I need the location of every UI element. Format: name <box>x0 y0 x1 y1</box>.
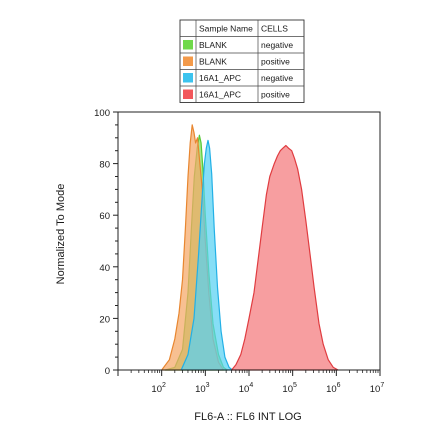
x-axis-title: FL6-A :: FL6 INT LOG <box>194 411 301 423</box>
y-tick-label: 80 <box>99 160 110 171</box>
y-tick-label: 60 <box>99 211 110 222</box>
legend: Sample Name CELLS BLANK negative BLANK positi… <box>179 19 305 103</box>
x-tick-label: 103 <box>195 382 210 395</box>
y-tick-label: 40 <box>99 263 110 274</box>
legend-cells-value: negative <box>261 73 293 83</box>
legend-table <box>179 19 305 103</box>
x-tick-label: 104 <box>239 382 254 395</box>
legend-sample-name: BLANK <box>199 40 227 50</box>
x-tick-label: 105 <box>282 382 297 395</box>
x-tick-label: 102 <box>151 382 166 395</box>
series-group <box>161 124 339 371</box>
legend-sample-name: 16A1_APC <box>199 90 241 100</box>
legend-sample-name: 16A1_APC <box>199 73 241 83</box>
y-tick-label: 0 <box>105 366 110 377</box>
x-tick-label: 107 <box>370 382 385 395</box>
series-area-3 <box>180 139 234 371</box>
legend-sample-name: BLANK <box>199 57 227 67</box>
legend-header-sample: Sample Name <box>199 24 253 34</box>
legend-swatch <box>183 89 193 99</box>
y-tick-label: 20 <box>99 314 110 325</box>
legend-swatch <box>183 40 193 50</box>
series-area-4 <box>231 144 339 371</box>
legend-cells-value: positive <box>261 90 290 100</box>
legend-swatch <box>183 73 193 83</box>
legend-header-cells: CELLS <box>261 24 288 34</box>
legend-cells-value: negative <box>261 40 293 50</box>
y-tick-label: 100 <box>94 108 110 119</box>
y-axis-title: Normalized To Mode <box>55 184 67 285</box>
x-tick-label: 106 <box>326 382 341 395</box>
axes: 0 20 40 60 80 100 102 103 104 105 106 107 <box>94 108 384 395</box>
legend-swatch <box>183 56 193 66</box>
legend-cells-value: positive <box>261 57 290 67</box>
